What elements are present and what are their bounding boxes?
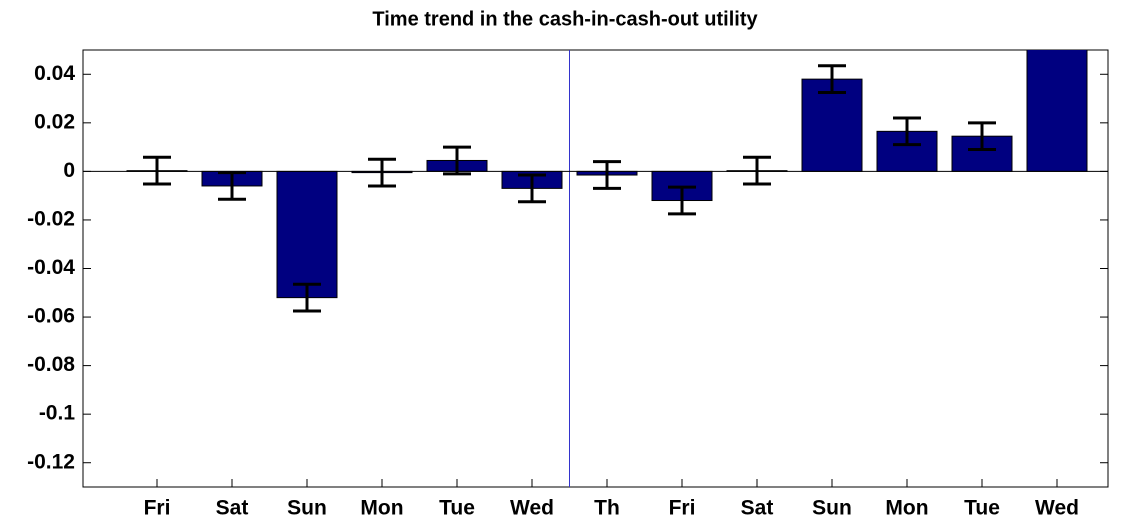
y-tick-label: 0.02 — [34, 110, 75, 133]
y-tick-label: 0 — [63, 159, 75, 182]
y-tick-label: -0.06 — [27, 305, 75, 328]
y-tick-label: 0.04 — [34, 62, 75, 85]
error-bar — [143, 155, 171, 186]
x-tick-label: Tue — [439, 497, 475, 520]
x-tick-label: Sat — [741, 497, 774, 520]
error-bar — [968, 121, 996, 152]
y-tick-label: -0.04 — [27, 256, 75, 279]
x-tick-label: Sat — [216, 497, 249, 520]
x-tick-label: Mon — [885, 497, 928, 520]
error-bar — [218, 171, 246, 201]
error-bar — [518, 173, 546, 204]
x-tick-label: Wed — [1035, 497, 1079, 520]
bar — [276, 170, 338, 299]
error-bar — [593, 160, 621, 190]
x-tick-label: Sun — [812, 497, 852, 520]
y-tick-label: -0.02 — [27, 207, 75, 230]
error-bar — [818, 64, 846, 94]
plot-area — [82, 49, 1109, 488]
error-bar — [893, 116, 921, 147]
error-bar — [668, 185, 696, 216]
y-tick-label: -0.08 — [27, 353, 75, 376]
x-tick-label: Mon — [360, 497, 403, 520]
x-tick-label: Sun — [287, 497, 327, 520]
x-tick-label: Fri — [669, 497, 696, 520]
error-bar — [368, 157, 396, 188]
bar — [801, 78, 863, 172]
error-bar — [743, 155, 771, 186]
x-tick-label: Tue — [964, 497, 1000, 520]
error-bar — [1043, 12, 1071, 39]
error-bar — [293, 282, 321, 313]
x-tick-label: Wed — [510, 497, 554, 520]
y-tick-label: -0.12 — [27, 450, 75, 473]
y-tick-label: -0.1 — [39, 402, 76, 425]
x-tick-label: Th — [594, 497, 620, 520]
chart-title: Time trend in the cash-in-cash-out utili… — [372, 8, 758, 30]
error-bar — [443, 145, 471, 176]
bar — [1026, 50, 1088, 172]
x-tick-label: Fri — [144, 497, 171, 520]
bars — [126, 12, 1088, 313]
